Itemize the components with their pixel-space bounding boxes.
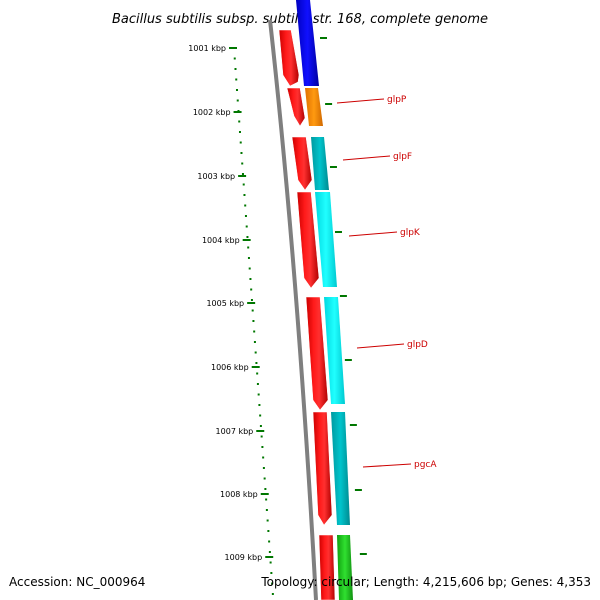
minor-tick: [267, 530, 270, 532]
kbp-ticks: [229, 37, 367, 595]
minor-tick: [238, 120, 241, 123]
minor-tick: [241, 162, 244, 165]
minor-tick: [233, 57, 236, 60]
minor-tick: [239, 141, 242, 144]
gene-features: [278, 0, 353, 600]
minor-tick: [265, 509, 268, 511]
kbp-labels: 1001 kbp 1002 kbp 1003 kbp 1004 kbp 1005 kbp…: [188, 44, 262, 562]
minor-tick: [269, 561, 272, 564]
reverse-strand-arrows: [278, 29, 336, 600]
kbp-label: 1009 kbp: [225, 553, 263, 562]
gene-arrow-1[interactable]: [278, 29, 300, 87]
gene-glpP[interactable]: [305, 88, 323, 126]
gene-arrow-4[interactable]: [296, 191, 320, 289]
gene-label-group: glpP glpF glpK glpD pgcA: [336, 95, 437, 470]
minor-tick: [266, 519, 269, 522]
gene-pgcA[interactable]: [331, 412, 350, 525]
minor-tick: [244, 215, 247, 217]
minor-tick: [264, 488, 267, 490]
minor-tick: [250, 288, 253, 291]
minor-tick: [258, 404, 261, 406]
minor-tick: [248, 267, 251, 270]
accession-text: Accession: NC_000964: [9, 575, 145, 589]
gene-label-glpD[interactable]: glpD: [407, 340, 428, 350]
minor-tick: [255, 362, 258, 364]
minor-tick: [257, 393, 260, 396]
minor-tick: [244, 204, 247, 207]
minor-tick: [256, 372, 259, 375]
kbp-label: 1001 kbp: [188, 44, 226, 53]
minor-tick: [252, 320, 255, 322]
minor-tick: [235, 78, 238, 81]
minor-tick: [251, 309, 254, 312]
minor-tick: [243, 194, 246, 196]
minor-tick: [259, 414, 262, 417]
gene-label-pgcA[interactable]: pgcA: [414, 460, 437, 470]
minor-tick: [247, 246, 250, 249]
minor-tick: [253, 330, 256, 333]
gene-glpK[interactable]: [315, 192, 337, 287]
minor-tick: [262, 467, 265, 469]
gene-glpF[interactable]: [311, 137, 329, 190]
minor-tick: [271, 582, 274, 585]
minor-tick: [242, 183, 245, 186]
genome-backbone: [268, 19, 318, 600]
kbp-label: 1003 kbp: [197, 172, 235, 181]
kbp-label: 1006 kbp: [211, 363, 249, 372]
minor-tick: [235, 89, 238, 91]
minor-tick: [238, 131, 241, 133]
minor-tick: [253, 341, 256, 343]
minor-tick: [249, 278, 252, 280]
kbp-label: 1005 kbp: [206, 299, 244, 308]
minor-tick: [268, 540, 271, 543]
minor-tick: [265, 498, 268, 501]
gene-arrow-2[interactable]: [286, 87, 306, 127]
gene-label-glpK[interactable]: glpK: [400, 228, 421, 238]
minor-tick: [245, 225, 248, 228]
minor-tick: [256, 383, 259, 385]
kbp-label: 1004 kbp: [202, 236, 240, 245]
topology-text: Topology: circular; Length: 4,215,606 bp…: [260, 575, 591, 589]
gene-arrow-7[interactable]: [318, 534, 336, 600]
minor-tick: [271, 593, 274, 595]
minor-tick: [254, 351, 257, 354]
gene-blue[interactable]: [296, 0, 319, 86]
minor-tick: [263, 477, 266, 480]
minor-tick: [250, 299, 253, 301]
minor-tick: [240, 152, 243, 154]
minor-tick: [261, 446, 264, 448]
minor-tick: [262, 456, 265, 459]
gene-green[interactable]: [337, 535, 353, 600]
kbp-label: 1007 kbp: [216, 427, 254, 436]
minor-tick: [268, 551, 271, 553]
minor-tick: [236, 99, 239, 102]
forward-strand-genes: [296, 0, 353, 600]
minor-tick: [259, 425, 262, 427]
minor-tick: [241, 173, 244, 175]
kbp-label: 1002 kbp: [193, 108, 231, 117]
gene-arrow-3[interactable]: [291, 136, 313, 191]
gene-label-glpP[interactable]: glpP: [387, 95, 407, 105]
minor-tick: [234, 68, 237, 70]
minor-tick: [247, 257, 250, 259]
minor-tick: [270, 572, 273, 574]
minor-tick: [246, 236, 249, 238]
gene-label-glpF[interactable]: glpF: [393, 152, 412, 162]
gene-arrow-5[interactable]: [305, 296, 329, 411]
gene-glpD[interactable]: [324, 297, 345, 404]
gene-arrow-6[interactable]: [312, 411, 333, 526]
minor-tick: [260, 435, 263, 438]
kbp-label: 1008 kbp: [220, 490, 258, 499]
